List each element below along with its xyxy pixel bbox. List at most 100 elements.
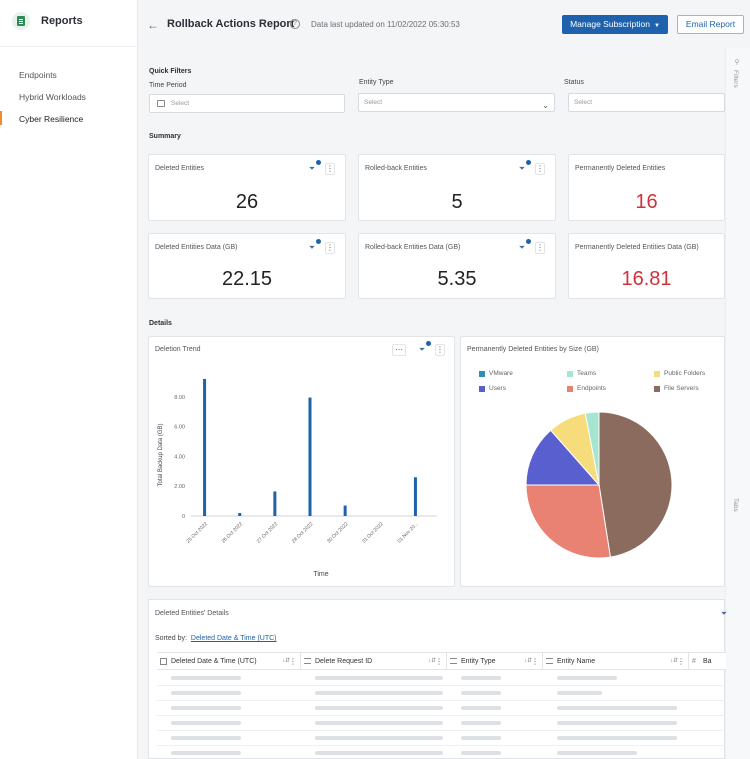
table-cell <box>557 691 602 695</box>
filters-tab[interactable]: Filters <box>732 70 739 88</box>
x-tick-label: 28 Oct 2022 <box>291 521 315 545</box>
text-column-icon <box>304 658 311 664</box>
more-options-icon[interactable]: ⋮ <box>435 344 445 356</box>
more-options-icon[interactable]: ⋮ <box>535 242 545 254</box>
sidebar-title: Reports <box>41 15 83 27</box>
back-arrow-icon[interactable]: ← <box>147 18 159 32</box>
column-entity-name[interactable]: Entity Name ↓⇵ ⋮ <box>543 653 689 670</box>
filter-icon[interactable]: ⏷ <box>515 160 531 175</box>
legend-item[interactable]: VMware <box>479 370 513 377</box>
table-row[interactable] <box>157 685 726 701</box>
pie-slice[interactable] <box>598 411 673 558</box>
entity-type-placeholder: Select <box>364 99 383 106</box>
column-menu-icon[interactable]: ⋮ <box>435 657 443 666</box>
quick-filters-label: Quick Filters <box>149 68 192 75</box>
deleted-entities-table-card: Deleted Entities' Details ⏷ Sorted by: De… <box>148 599 727 759</box>
card-title: Deleted Entities <box>155 165 205 172</box>
legend-label: Public Folders <box>664 370 706 377</box>
column-deleted-date[interactable]: Deleted Date & Time (UTC) ↓⇵ ⋮ <box>157 653 301 670</box>
table-cell <box>171 721 241 725</box>
table-cell <box>461 721 501 725</box>
sort-icon[interactable]: ↓⇵ <box>669 658 678 664</box>
right-rail: ⚲ Filters Tabs <box>725 48 750 759</box>
column-menu-icon[interactable]: ⋮ <box>677 657 685 666</box>
x-axis-label: Time <box>313 571 328 578</box>
column-delete-request-id[interactable]: Delete Request ID ↓⇵ ⋮ <box>301 653 447 670</box>
tabs-tab[interactable]: Tabs <box>732 498 739 512</box>
legend-swatch <box>654 385 660 392</box>
status-select[interactable]: Select <box>568 93 725 112</box>
more-options-icon[interactable]: ⋮ <box>325 163 335 175</box>
legend-item[interactable]: Users <box>479 385 506 392</box>
calendar-icon <box>157 99 165 107</box>
legend-item[interactable]: Endpoints <box>567 385 606 392</box>
x-tick-label: 31 Oct 2022 <box>361 521 385 545</box>
table-cell <box>315 751 443 755</box>
x-tick-label: 01 Nov 20... <box>397 521 420 544</box>
more-options-icon[interactable]: ⋮ <box>535 163 545 175</box>
table-row[interactable] <box>157 715 726 731</box>
card-title: Rolled-back Entities <box>365 165 427 172</box>
table-cell <box>171 676 241 680</box>
deleted-entities-data-card: Deleted Entities Data (GB) ⏷ ⋮ 22.15 <box>148 233 346 299</box>
filter-icon[interactable]: ⏷ <box>720 609 728 618</box>
expand-icon[interactable]: ⋯ <box>392 344 406 356</box>
column-menu-icon[interactable]: ⋮ <box>531 657 539 666</box>
card-title: Permanently Deleted Entities Data (GB) <box>575 244 699 251</box>
pie-chart <box>525 411 673 559</box>
deletion-trend-chart: 0 2.00 4.00 6.00 8.00 25 Oct 2022 26 Oct 2022 2… <box>158 378 437 578</box>
more-options-icon[interactable]: ⋮ <box>325 242 335 254</box>
legend-item[interactable]: File Servers <box>654 385 699 392</box>
card-title: Rolled-back Entities Data (GB) <box>365 244 461 251</box>
checkbox-icon[interactable] <box>160 658 167 665</box>
table-row[interactable] <box>157 670 726 686</box>
sort-icon[interactable]: ↓⇵ <box>281 658 290 664</box>
column-menu-icon[interactable]: ⋮ <box>289 657 297 666</box>
pie-slice[interactable] <box>584 411 600 486</box>
column-label: Delete Request ID <box>315 658 373 665</box>
filter-icon[interactable]: ⏷ <box>515 239 531 254</box>
column-backup[interactable]: # Ba <box>689 653 726 670</box>
legend-label: Endpoints <box>577 385 606 392</box>
chart-title: Permanently Deleted Entities by Size (GB… <box>467 346 599 353</box>
legend-swatch <box>567 370 573 377</box>
sort-icon[interactable]: ↓⇵ <box>523 658 532 664</box>
pie-slice[interactable] <box>525 429 601 486</box>
sidebar-item-hybrid-workloads[interactable]: Hybrid Workloads <box>19 92 86 102</box>
sidebar-item-endpoints[interactable]: Endpoints <box>19 70 57 80</box>
entity-type-select[interactable]: Select ⌄ <box>358 93 555 112</box>
filter-icon[interactable]: ⏷ <box>305 160 321 175</box>
time-period-select[interactable]: Select <box>149 94 345 113</box>
card-value: 26 <box>235 191 259 213</box>
legend-item[interactable]: Teams <box>567 370 596 377</box>
table-row[interactable] <box>157 700 726 716</box>
table-cell <box>171 736 241 740</box>
help-icon[interactable]: ? <box>290 19 300 29</box>
column-entity-type[interactable]: Entity Type ↓⇵ ⋮ <box>447 653 543 670</box>
filter-icon[interactable]: ⏷ <box>305 239 321 254</box>
table-header: Deleted Date & Time (UTC) ↓⇵ ⋮ Delete Req… <box>157 652 726 670</box>
sorted-by-link[interactable]: Deleted Date & Time (UTC) <box>190 635 277 642</box>
table-cell <box>315 736 443 740</box>
column-label: Ba <box>703 658 712 665</box>
table-row[interactable] <box>157 730 726 746</box>
table-cell <box>461 676 501 680</box>
summary-label: Summary <box>149 133 181 140</box>
card-value: 5.35 <box>437 268 477 290</box>
email-report-button[interactable]: Email Report <box>677 15 744 34</box>
y-tick-label: 2.00 <box>174 484 185 490</box>
sidebar-item-cyber-resilience[interactable]: Cyber Resilience <box>0 108 138 130</box>
table-cell <box>557 721 677 725</box>
manage-subscription-button[interactable]: Manage Subscription ▼ <box>562 15 668 34</box>
pie-slice[interactable] <box>525 484 611 559</box>
time-period-label: Time Period <box>149 82 187 89</box>
pie-chart-card: Permanently Deleted Entities by Size (GB… <box>460 336 725 587</box>
table-cell <box>461 736 501 740</box>
legend-item[interactable]: Public Folders <box>654 370 705 377</box>
text-column-icon <box>546 658 553 664</box>
sort-icon[interactable]: ↓⇵ <box>427 658 436 664</box>
filters-toggle-icon[interactable]: ⚲ <box>733 58 740 66</box>
column-label: Entity Type <box>461 658 496 665</box>
filter-icon[interactable]: ⏷ <box>415 341 431 356</box>
table-row[interactable] <box>157 745 726 759</box>
